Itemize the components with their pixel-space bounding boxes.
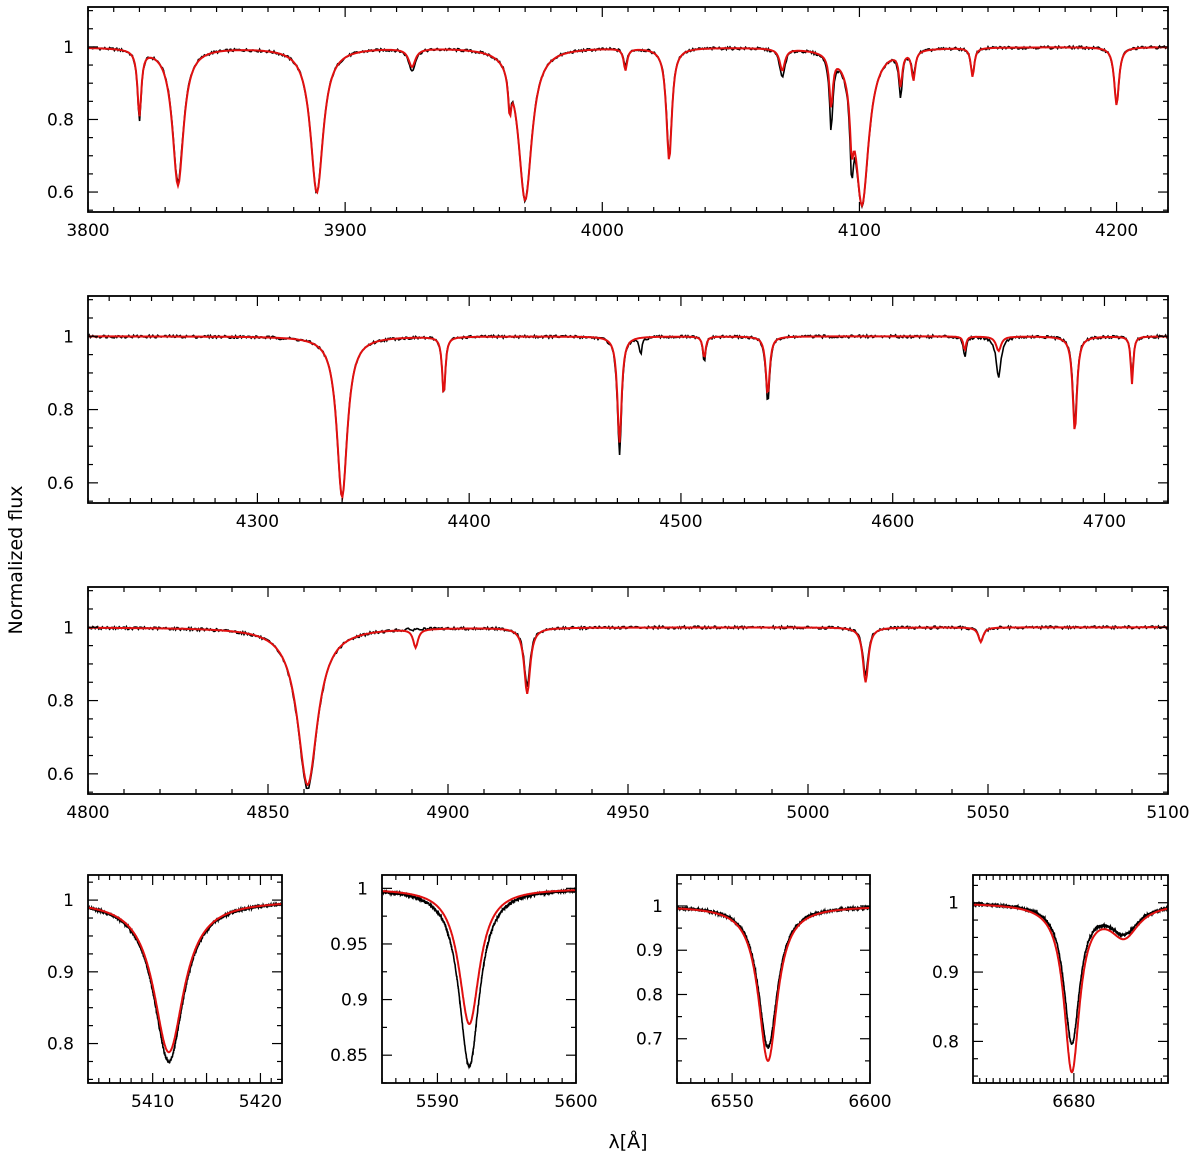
y-tick-label: 1: [63, 327, 74, 347]
y-tick-label: 0.6: [47, 765, 74, 785]
x-tick-label: 5590: [416, 1092, 459, 1112]
y-tick-label: 1: [948, 894, 959, 914]
chart-panel-3: 4800 4850 4900 4950 5000 5050 5100 0.6 0.8 1: [47, 586, 1190, 823]
plot-frame: [676, 874, 871, 1084]
x-tick-label: 4900: [426, 803, 469, 823]
y-tick-label: 0.8: [47, 1035, 74, 1055]
chart-panel-2: 4300 4400 4500 4600 4700 0.6 0.8 1: [47, 295, 1169, 532]
y-tick-label: 0.7: [636, 1030, 663, 1050]
x-tick-label: 5420: [239, 1092, 282, 1112]
y-tick-label: 0.9: [636, 941, 663, 961]
x-tick-label: 5410: [131, 1092, 174, 1112]
y-axis-label: Normalized flux: [5, 485, 27, 634]
chart-panel-4: 5410 5420 0.8 0.9 1: [47, 874, 283, 1112]
observed-spectrum-line: [88, 333, 1168, 500]
x-tick-label: 4850: [246, 803, 289, 823]
model-spectrum-line: [88, 626, 1168, 787]
plot-frame: [87, 6, 1169, 213]
x-tick-label: 6600: [848, 1092, 891, 1112]
y-tick-label: 1: [357, 879, 368, 899]
x-tick-label: 3800: [66, 221, 109, 241]
x-tick-label: 4600: [871, 512, 914, 532]
y-tick-label: 0.9: [47, 963, 74, 983]
plot-frame: [87, 586, 1169, 795]
observed-spectrum-line: [382, 886, 576, 1070]
y-tick-label: 1: [652, 897, 663, 917]
x-tick-label: 4400: [448, 512, 491, 532]
x-tick-label: 4300: [236, 512, 279, 532]
x-tick-label: 5100: [1146, 803, 1189, 823]
model-spectrum-line: [677, 907, 870, 1063]
chart-panel-5: 5590 5600 0.85 0.9 0.95 1: [330, 874, 598, 1112]
y-tick-label: 0.6: [47, 183, 74, 203]
y-tick-label: 0.8: [932, 1032, 959, 1052]
x-tick-label: 4950: [606, 803, 649, 823]
y-tick-label: 0.9: [932, 963, 959, 983]
x-tick-label: 4700: [1083, 512, 1126, 532]
y-tick-label: 0.9: [341, 991, 368, 1011]
chart-panel-6: 6550 6600 0.7 0.8 0.9 1: [636, 874, 892, 1112]
model-spectrum-line: [973, 903, 1168, 1074]
y-tick-label: 0.95: [330, 935, 368, 955]
x-axis-label: λ[Å]: [608, 1130, 647, 1153]
model-spectrum-line: [88, 335, 1168, 501]
plot-frame: [972, 874, 1169, 1084]
y-tick-label: 1: [63, 618, 74, 638]
model-spectrum-line: [382, 889, 576, 1025]
chart-panel-1: 3800 3900 4000 4100 4200 0.6 0.8 1: [47, 6, 1169, 241]
chart-panel-7: 6680 0.8 0.9 1: [932, 874, 1169, 1112]
x-tick-label: 4100: [838, 221, 881, 241]
plot-frame: [87, 295, 1169, 504]
y-tick-label: 1: [63, 891, 74, 911]
model-spectrum-line: [88, 46, 1168, 209]
y-tick-label: 0.85: [330, 1046, 368, 1066]
observed-spectrum-line: [88, 624, 1168, 790]
x-tick-label: 4500: [659, 512, 702, 532]
x-tick-label: 4000: [581, 221, 624, 241]
x-tick-label: 5050: [966, 803, 1009, 823]
observed-spectrum-line: [88, 44, 1168, 210]
x-tick-label: 6550: [711, 1092, 754, 1112]
y-tick-label: 1: [63, 38, 74, 58]
x-tick-label: 3900: [324, 221, 367, 241]
y-tick-label: 0.8: [47, 401, 74, 421]
x-tick-label: 5600: [554, 1092, 597, 1112]
x-tick-label: 4200: [1095, 221, 1138, 241]
x-tick-label: 5000: [786, 803, 829, 823]
y-tick-label: 0.8: [47, 692, 74, 712]
y-tick-label: 0.8: [47, 110, 74, 130]
y-tick-label: 0.8: [636, 985, 663, 1005]
x-tick-label: 4800: [66, 803, 109, 823]
x-tick-label: 6680: [1052, 1092, 1095, 1112]
y-tick-label: 0.6: [47, 474, 74, 494]
model-spectrum-line: [88, 903, 282, 1054]
